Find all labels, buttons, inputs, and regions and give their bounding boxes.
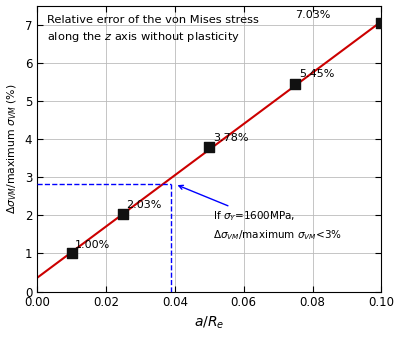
Text: 1.00%: 1.00% [75,240,110,250]
Point [292,81,298,87]
Y-axis label: $\Delta\sigma_{VM}$/maximum $\sigma_{VM}$ (%): $\Delta\sigma_{VM}$/maximum $\sigma_{VM}… [6,83,19,214]
X-axis label: $a/R_e$: $a/R_e$ [194,315,224,332]
Point [120,212,126,217]
Point [206,145,212,150]
Text: Relative error of the von Mises stress
along the $z$ axis without plasticity: Relative error of the von Mises stress a… [48,15,259,43]
Text: 3.78%: 3.78% [213,133,248,143]
Point [378,21,385,26]
Point [68,251,75,256]
Text: 2.03%: 2.03% [127,201,162,210]
Text: 7.03%: 7.03% [295,10,331,20]
Text: If $\sigma_Y$=1600MPa,
$\Delta\sigma_{VM}$/maximum $\sigma_{VM}$<3%: If $\sigma_Y$=1600MPa, $\Delta\sigma_{VM… [179,185,342,242]
Text: 5.45%: 5.45% [299,69,334,79]
